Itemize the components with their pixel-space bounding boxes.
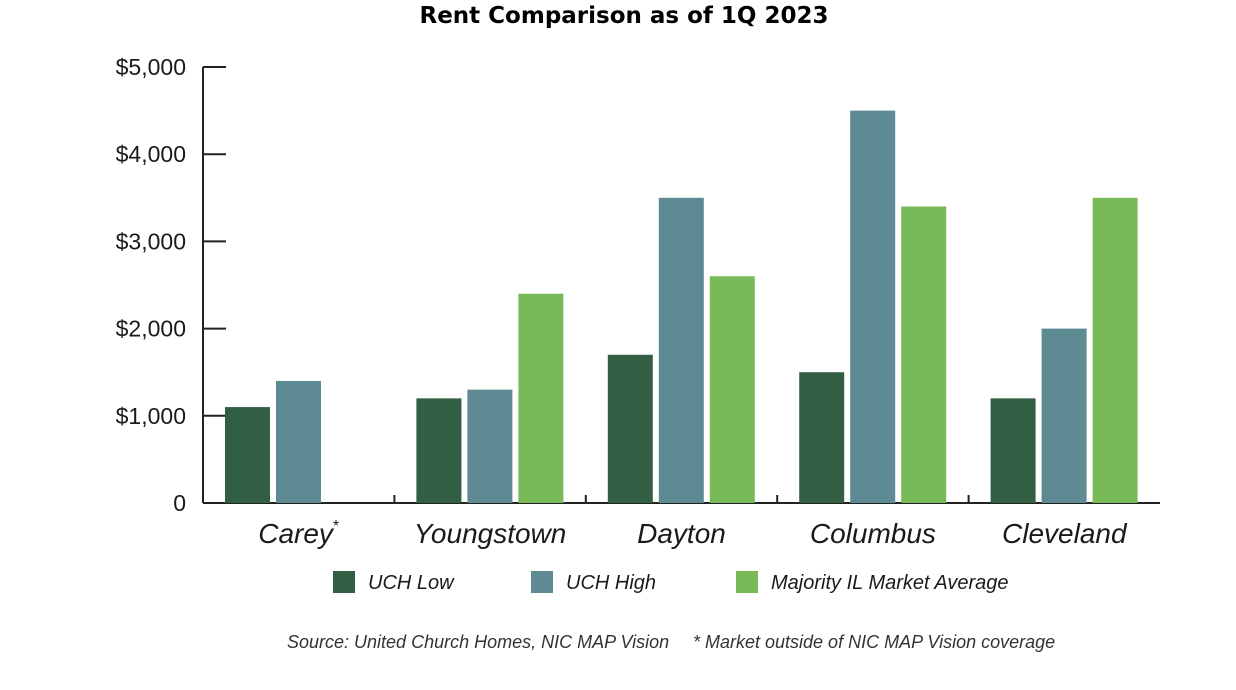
y-tick-label: $2,000 [116,316,186,342]
bar-uch-high [850,110,896,503]
coverage-footnote: * Market outside of NIC MAP Vision cover… [693,632,1055,652]
x-tick-label: Cleveland [1002,518,1128,549]
bar-market-avg [709,276,755,503]
x-tick-label: Youngstown [414,518,567,549]
y-tick-label: 0 [173,490,186,516]
bar-market-avg [518,293,564,503]
legend-label: UCH Low [368,572,455,594]
bar-uch-high [658,197,704,504]
legend-swatch-market-avg [736,571,758,593]
x-tick-label: Columbus [810,518,936,549]
source-note: Source: United Church Homes, NIC MAP Vis… [287,632,669,652]
bar-market-avg [1092,197,1138,504]
legend-label: UCH High [566,572,656,594]
bar-uch-low [799,372,845,503]
legend-swatch-uch-low [333,571,355,593]
x-tick-label: Dayton [637,518,726,549]
y-tick-label: $5,000 [116,54,186,80]
x-tick-label: Carey* [258,518,339,549]
bar-uch-low [990,398,1036,503]
bar-uch-high [276,380,321,503]
y-tick-label: $4,000 [116,141,186,167]
y-tick-label: $1,000 [116,403,186,429]
x-axis-labels: Carey* Youngstown Dayton Columbus Cleveland [258,518,1128,549]
bar-uch-low [607,354,653,503]
legend-label: Majority IL Market Average [771,572,1009,594]
bar-market-avg [901,206,947,503]
bar-uch-high [1041,328,1087,503]
y-tick-label: $3,000 [116,228,186,254]
chart-bars [225,110,1138,504]
bar-uch-high [467,389,513,503]
legend-swatch-uch-high [531,571,553,593]
chart-axes: 0 $1,000 $2,000 $3,000 $4,000 $5,000 [116,54,1160,516]
bar-uch-low [416,398,462,503]
bar-uch-low [225,407,270,503]
chart-title: Rent Comparison as of 1Q 2023 [419,3,828,29]
chart-legend: UCH Low UCH High Majority IL Market Averag… [333,571,1009,594]
